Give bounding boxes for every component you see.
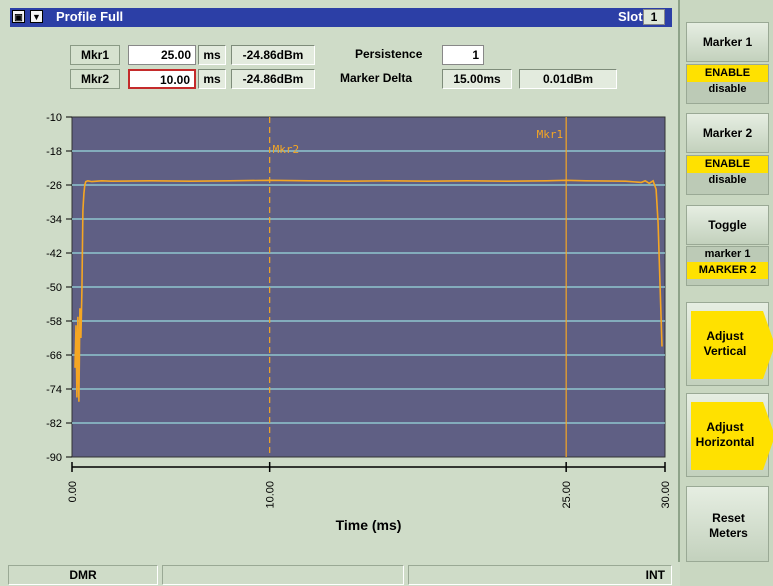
arrow-right-icon bbox=[691, 311, 773, 379]
mkr1-unit: ms bbox=[198, 45, 226, 65]
adjust-horizontal-line2: Horizontal bbox=[695, 435, 755, 449]
marker-delta-time: 15.00ms bbox=[442, 69, 512, 89]
adjust-vertical-line1: Adjust bbox=[706, 329, 744, 343]
adjust-vertical-button[interactable]: Adjust Vertical bbox=[686, 302, 773, 386]
mkr1-time-field[interactable]: 25.00 bbox=[128, 45, 196, 65]
y-tick-label: -82 bbox=[46, 418, 62, 430]
status-cell-empty-1 bbox=[162, 565, 404, 585]
toggle-marker-option[interactable]: marker 1 MARKER 2 bbox=[686, 246, 769, 286]
marker1-softkey[interactable]: Marker 1 bbox=[686, 22, 769, 62]
marker-delta-level: 0.01dBm bbox=[519, 69, 617, 89]
marker1-enable-option: ENABLE bbox=[687, 65, 768, 82]
adjust-horizontal-line1: Adjust bbox=[706, 420, 744, 434]
persistence-label: Persistence bbox=[355, 47, 423, 61]
mkr1-level: -24.86dBm bbox=[231, 45, 315, 65]
toggle-softkey[interactable]: Toggle bbox=[686, 205, 769, 245]
y-tick-label: -34 bbox=[46, 214, 62, 226]
marker-label: Mkr2 bbox=[273, 143, 300, 156]
y-tick-label: -10 bbox=[46, 112, 62, 124]
y-tick-label: -26 bbox=[46, 180, 62, 192]
toggle-marker2-option: MARKER 2 bbox=[687, 262, 768, 279]
y-tick-label: -18 bbox=[46, 146, 62, 158]
slot-label: Slot bbox=[618, 9, 643, 24]
marker2-enable-option: ENABLE bbox=[687, 156, 768, 173]
mkr2-unit: ms bbox=[198, 69, 226, 89]
arrow-right-icon bbox=[691, 402, 773, 470]
marker2-enable-toggle[interactable]: ENABLE disable bbox=[686, 155, 769, 195]
marker1-disable-option: disable bbox=[708, 83, 747, 95]
toggle-marker1-option: marker 1 bbox=[704, 248, 751, 260]
status-mode: DMR bbox=[8, 565, 158, 585]
y-tick-label: -90 bbox=[46, 452, 62, 464]
reset-meters-line1: Reset bbox=[712, 511, 745, 525]
x-tick-label: 30.00 bbox=[660, 481, 672, 509]
mkr1-label: Mkr1 bbox=[70, 45, 120, 65]
softkey-panel: Marker 1 ENABLE disable Marker 2 ENABLE … bbox=[682, 0, 773, 586]
x-tick-label: 10.00 bbox=[265, 481, 277, 509]
y-tick-label: -42 bbox=[46, 248, 62, 260]
y-tick-label: -50 bbox=[46, 282, 62, 294]
x-tick-label: 0.00 bbox=[67, 481, 79, 502]
mkr2-time-field[interactable]: 10.00 bbox=[128, 69, 196, 89]
marker2-disable-option: disable bbox=[708, 174, 747, 186]
reset-meters-line2: Meters bbox=[709, 526, 748, 540]
window-menu-icon[interactable]: ▣ bbox=[12, 10, 25, 23]
marker2-softkey[interactable]: Marker 2 bbox=[686, 113, 769, 153]
profile-chart: -10 -18 -26 -34 -42 -50 -58 -66 -74 -82 -90 0.00 10.… bbox=[0, 105, 680, 545]
x-tick-label: 25.00 bbox=[561, 481, 573, 509]
profile-window: ▣ ▼ Profile Full Slot 1 Mkr1 25.00 ms -2… bbox=[0, 0, 680, 586]
status-ref: INT bbox=[408, 565, 672, 585]
adjust-vertical-line2: Vertical bbox=[703, 344, 747, 358]
slot-value[interactable]: 1 bbox=[643, 9, 665, 25]
marker1-enable-toggle[interactable]: ENABLE disable bbox=[686, 64, 769, 104]
profile-trace bbox=[74, 179, 663, 402]
status-bar: DMR INT bbox=[0, 562, 680, 586]
reset-meters-button[interactable]: Reset Meters bbox=[686, 486, 769, 562]
marker-label: Mkr1 bbox=[537, 128, 564, 141]
x-axis-label: Time (ms) bbox=[336, 517, 402, 533]
y-tick-label: -58 bbox=[46, 316, 62, 328]
profile-chart-svg: -10 -18 -26 -34 -42 -50 -58 -66 -74 -82 -90 0.00 10.… bbox=[46, 112, 672, 533]
dropdown-arrow-icon[interactable]: ▼ bbox=[30, 10, 43, 23]
marker-delta-label: Marker Delta bbox=[340, 71, 413, 85]
window-title: Profile Full bbox=[56, 9, 124, 24]
y-tick-label: -74 bbox=[46, 384, 62, 396]
mkr2-level: -24.86dBm bbox=[231, 69, 315, 89]
y-tick-label: -66 bbox=[46, 350, 62, 362]
mkr2-label: Mkr2 bbox=[70, 69, 120, 89]
persistence-field[interactable]: 1 bbox=[442, 45, 484, 65]
title-bar: ▣ ▼ Profile Full Slot 1 bbox=[10, 8, 672, 27]
adjust-horizontal-button[interactable]: Adjust Horizontal bbox=[686, 393, 773, 477]
